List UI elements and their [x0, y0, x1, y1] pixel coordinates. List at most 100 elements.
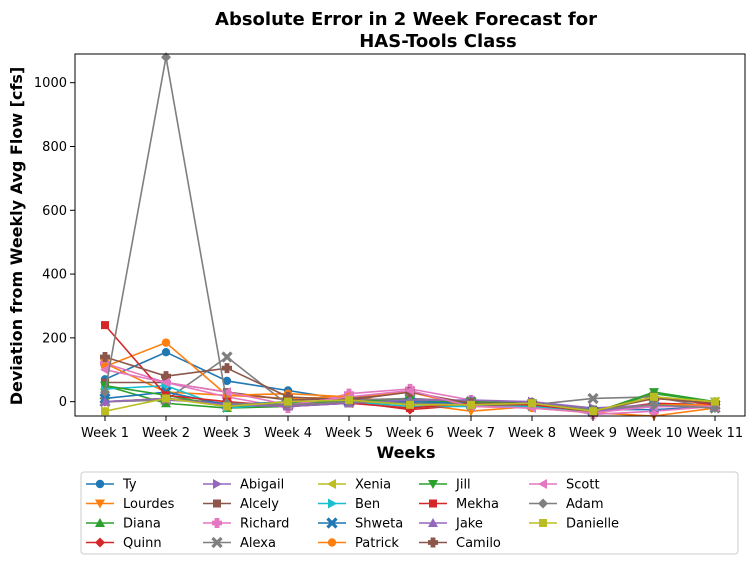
- legend-label: Adam: [566, 497, 604, 512]
- legend-label: Danielle: [566, 517, 619, 532]
- y-tick-label: 400: [42, 268, 67, 283]
- legend-item-abigail: Abigail: [203, 478, 284, 493]
- data-point-jake-1: [100, 396, 110, 406]
- legend-label: Scott: [566, 478, 600, 493]
- legend-item-alcely: Alcely: [203, 497, 279, 512]
- x-tick-label: Week 3: [203, 426, 251, 441]
- data-point-adam-10: [649, 399, 659, 410]
- legend-item-danielle: Danielle: [529, 517, 619, 532]
- legend-label: Quinn: [123, 536, 162, 551]
- data-point-danielle-5: [345, 396, 353, 405]
- legend-marker: [95, 499, 105, 509]
- legend-marker: [328, 498, 337, 509]
- y-tick-label: 200: [42, 331, 67, 346]
- series-line-adam: [104, 57, 716, 411]
- x-tick-label: Week 5: [325, 426, 373, 441]
- legend-marker: [212, 518, 223, 528]
- data-point-mekha-1: [101, 321, 109, 330]
- data-point-danielle-3: [223, 402, 231, 411]
- legend-label: Ben: [355, 497, 380, 512]
- legend-item-richard: Richard: [203, 517, 289, 532]
- legend-marker: [429, 499, 437, 508]
- x-tick-label: Week 2: [142, 426, 190, 441]
- legend-label: Alcely: [240, 497, 279, 512]
- data-point-camilo-1: [100, 351, 110, 362]
- legend-marker: [428, 537, 438, 548]
- data-point-danielle-9: [589, 407, 597, 416]
- legend-label: Jill: [455, 478, 471, 493]
- x-tick-label: Week 4: [264, 426, 312, 441]
- y-tick-label: 800: [42, 140, 67, 155]
- x-tick-label: Week 9: [569, 426, 617, 441]
- legend-marker: [213, 479, 222, 489]
- data-point-jill-1: [100, 381, 110, 391]
- legend-marker: [428, 480, 438, 489]
- legend-label: Richard: [240, 517, 289, 532]
- legend-item-camilo: Camilo: [419, 536, 501, 551]
- data-point-ty-3: [222, 376, 232, 386]
- x-tick-label: Week 1: [81, 426, 129, 441]
- data-point-camilo-4: [283, 391, 293, 402]
- data-point-danielle-4: [284, 397, 292, 406]
- data-point-patrick-2: [161, 338, 171, 347]
- legend-marker: [326, 517, 338, 529]
- data-point-jill-10: [649, 388, 659, 398]
- legend-item-scott: Scott: [529, 478, 600, 493]
- legend-marker: [327, 479, 336, 489]
- legend-item-adam: Adam: [529, 497, 604, 512]
- legend: Ty Lourdes Diana Quinn Abigail Alcely Richard A…: [80, 471, 739, 555]
- legend-marker: [428, 518, 438, 527]
- legend-item-ty: Ty: [86, 478, 137, 493]
- legend-label: Shweta: [355, 517, 403, 532]
- legend-label: Alexa: [240, 536, 276, 551]
- data-point-danielle-11: [711, 397, 719, 406]
- legend-item-diana: Diana: [86, 517, 161, 532]
- legend-marker: [327, 538, 337, 547]
- legend-item-jake: Jake: [419, 517, 483, 532]
- legend-label: Lourdes: [123, 497, 175, 512]
- legend-item-mekha: Mekha: [419, 497, 499, 512]
- data-point-danielle-7: [467, 400, 475, 409]
- x-tick-label: Week 6: [386, 426, 434, 441]
- legend-label: Diana: [123, 517, 161, 532]
- y-tick-label: 1000: [34, 76, 67, 91]
- series-adam: [100, 52, 720, 415]
- chart-title-line-1: Absolute Error in 2 Week Forecast for: [215, 9, 597, 30]
- data-point-scott-1: [100, 364, 109, 375]
- data-point-danielle-6: [406, 400, 414, 409]
- legend-item-shweta: Shweta: [318, 517, 403, 532]
- legend-marker: [213, 499, 221, 508]
- chart-title-line-2: HAS-Tools Class: [359, 31, 517, 52]
- legend-item-xenia: Xenia: [318, 478, 391, 493]
- legend-item-jill: Jill: [419, 478, 471, 493]
- legend-item-quinn: Quinn: [86, 536, 162, 551]
- legend-label: Ty: [122, 478, 137, 493]
- data-point-adam-2: [161, 52, 171, 63]
- legend-marker: [539, 519, 547, 527]
- legend-marker: [95, 518, 105, 527]
- data-point-scott-2: [161, 377, 170, 388]
- data-point-danielle-1: [101, 407, 109, 416]
- data-point-scott-6: [405, 385, 414, 396]
- data-point-alexa-9: [587, 392, 599, 405]
- legend-item-ben: Ben: [318, 497, 380, 512]
- data-point-ty-2: [161, 348, 171, 357]
- legend-label: Xenia: [355, 478, 391, 493]
- legend-marker: [538, 498, 548, 509]
- legend-label: Abigail: [240, 478, 284, 493]
- legend-box: [80, 471, 739, 555]
- plot-area: 0 200 400 600 800 1000 Week 1 Week 2 Week 3 Week …: [34, 52, 746, 441]
- data-point-danielle-10: [650, 392, 658, 401]
- y-tick-label: 0: [59, 395, 67, 410]
- legend-item-lourdes: Lourdes: [86, 497, 175, 512]
- x-tick-label: Week 7: [447, 426, 495, 441]
- y-tick-label: 600: [42, 204, 67, 219]
- legend-label: Mekha: [456, 497, 499, 512]
- legend-item-patrick: Patrick: [318, 536, 399, 551]
- x-tick-label: Week 8: [508, 426, 556, 441]
- data-point-camilo-3: [222, 363, 233, 374]
- legend-label: Jake: [455, 517, 483, 532]
- data-point-richard-10: [649, 406, 659, 417]
- legend-label: Camilo: [456, 536, 501, 551]
